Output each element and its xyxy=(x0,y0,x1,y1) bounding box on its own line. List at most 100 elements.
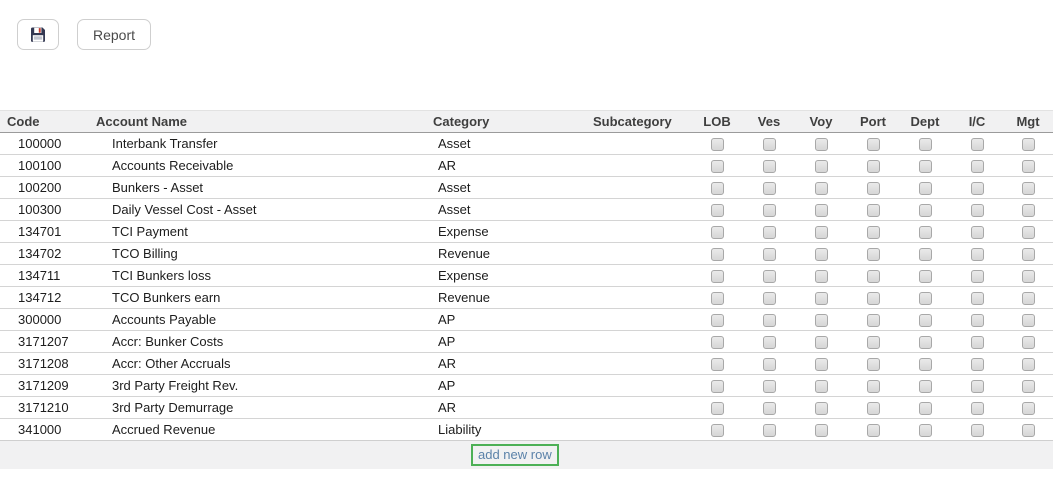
checkbox-lob[interactable] xyxy=(710,160,724,174)
account-name-cell[interactable]: 3rd Party Demurrage xyxy=(88,396,425,419)
checkbox-mgt[interactable] xyxy=(1021,248,1035,262)
checkbox-voy[interactable] xyxy=(814,204,828,218)
checkbox-ves[interactable] xyxy=(762,226,776,240)
checkbox-voy[interactable] xyxy=(814,138,828,152)
checkbox-dept[interactable] xyxy=(918,182,932,196)
checkbox-port[interactable] xyxy=(866,248,880,262)
category-cell[interactable]: AP xyxy=(425,308,585,331)
subcategory-cell[interactable] xyxy=(585,396,691,419)
checkbox-port[interactable] xyxy=(866,204,880,218)
account-name-cell[interactable]: Accrued Revenue xyxy=(88,418,425,441)
subcategory-cell[interactable] xyxy=(585,374,691,397)
checkbox-mgt[interactable] xyxy=(1021,204,1035,218)
account-name-cell[interactable]: Daily Vessel Cost - Asset xyxy=(88,198,425,221)
checkbox-dept[interactable] xyxy=(918,248,932,262)
checkbox-dept[interactable] xyxy=(918,292,932,306)
code-cell[interactable]: 134702 xyxy=(0,242,88,265)
checkbox-voy[interactable] xyxy=(814,380,828,394)
checkbox-mgt[interactable] xyxy=(1021,182,1035,196)
category-cell[interactable]: AR xyxy=(425,396,585,419)
subcategory-cell[interactable] xyxy=(585,308,691,331)
account-name-cell[interactable]: TCO Bunkers earn xyxy=(88,286,425,309)
category-cell[interactable]: Asset xyxy=(425,176,585,199)
checkbox-voy[interactable] xyxy=(814,248,828,262)
account-name-cell[interactable]: Accr: Other Accruals xyxy=(88,352,425,375)
checkbox-mgt[interactable] xyxy=(1021,424,1035,438)
checkbox-port[interactable] xyxy=(866,160,880,174)
checkbox-port[interactable] xyxy=(866,138,880,152)
checkbox-ic[interactable] xyxy=(970,248,984,262)
checkbox-voy[interactable] xyxy=(814,160,828,174)
subcategory-cell[interactable] xyxy=(585,154,691,177)
checkbox-dept[interactable] xyxy=(918,380,932,394)
checkbox-dept[interactable] xyxy=(918,358,932,372)
checkbox-ic[interactable] xyxy=(970,204,984,218)
code-cell[interactable]: 100000 xyxy=(18,136,62,151)
checkbox-mgt[interactable] xyxy=(1021,358,1035,372)
checkbox-dept[interactable] xyxy=(918,314,932,328)
code-cell[interactable]: 3171210 xyxy=(0,396,88,419)
checkbox-ves[interactable] xyxy=(762,380,776,394)
subcategory-cell[interactable] xyxy=(585,242,691,265)
checkbox-ic[interactable] xyxy=(970,336,984,350)
checkbox-lob[interactable] xyxy=(710,292,724,306)
category-cell[interactable]: AR xyxy=(425,154,585,177)
checkbox-dept[interactable] xyxy=(918,336,932,350)
checkbox-port[interactable] xyxy=(866,336,880,350)
checkbox-lob[interactable] xyxy=(710,358,724,372)
subcategory-cell[interactable] xyxy=(585,220,691,243)
report-button[interactable]: Report xyxy=(77,19,152,50)
category-cell[interactable]: Expense xyxy=(425,264,585,287)
account-name-cell[interactable]: Bunkers - Asset xyxy=(88,176,425,199)
code-cell[interactable]: 3171208 xyxy=(0,352,88,375)
category-cell[interactable]: Asset xyxy=(438,136,471,151)
subcategory-cell[interactable] xyxy=(585,133,691,155)
checkbox-lob[interactable] xyxy=(710,248,724,262)
category-cell[interactable]: AR xyxy=(425,352,585,375)
category-cell[interactable]: Revenue xyxy=(425,286,585,309)
checkbox-ic[interactable] xyxy=(970,402,984,416)
checkbox-ic[interactable] xyxy=(970,424,984,438)
checkbox-ves[interactable] xyxy=(762,138,776,152)
checkbox-ic[interactable] xyxy=(970,270,984,284)
checkbox-mgt[interactable] xyxy=(1021,292,1035,306)
checkbox-dept[interactable] xyxy=(918,402,932,416)
account-name-cell[interactable]: Accounts Payable xyxy=(88,308,425,331)
subcategory-cell[interactable] xyxy=(585,418,691,441)
code-cell[interactable]: 3171209 xyxy=(0,374,88,397)
code-cell[interactable]: 100100 xyxy=(0,154,88,177)
category-cell[interactable]: AP xyxy=(425,374,585,397)
checkbox-voy[interactable] xyxy=(814,226,828,240)
checkbox-mgt[interactable] xyxy=(1021,270,1035,284)
category-cell[interactable]: Expense xyxy=(425,220,585,243)
checkbox-port[interactable] xyxy=(866,424,880,438)
subcategory-cell[interactable] xyxy=(585,352,691,375)
checkbox-mgt[interactable] xyxy=(1021,138,1035,152)
checkbox-voy[interactable] xyxy=(814,292,828,306)
checkbox-ves[interactable] xyxy=(762,314,776,328)
checkbox-ic[interactable] xyxy=(970,160,984,174)
checkbox-lob[interactable] xyxy=(710,204,724,218)
checkbox-ves[interactable] xyxy=(762,292,776,306)
checkbox-ves[interactable] xyxy=(762,182,776,196)
checkbox-ic[interactable] xyxy=(970,314,984,328)
checkbox-ic[interactable] xyxy=(970,358,984,372)
category-cell[interactable]: AP xyxy=(425,330,585,353)
checkbox-ves[interactable] xyxy=(762,270,776,284)
checkbox-ic[interactable] xyxy=(970,380,984,394)
checkbox-voy[interactable] xyxy=(814,270,828,284)
checkbox-ves[interactable] xyxy=(762,248,776,262)
checkbox-lob[interactable] xyxy=(710,402,724,416)
checkbox-ic[interactable] xyxy=(970,182,984,196)
checkbox-port[interactable] xyxy=(866,270,880,284)
checkbox-ves[interactable] xyxy=(762,424,776,438)
checkbox-mgt[interactable] xyxy=(1021,314,1035,328)
checkbox-ic[interactable] xyxy=(970,226,984,240)
code-cell[interactable]: 134711 xyxy=(0,264,88,287)
checkbox-ves[interactable] xyxy=(762,336,776,350)
checkbox-lob[interactable] xyxy=(710,336,724,350)
add-new-row-button[interactable]: add new row xyxy=(471,443,559,466)
account-name-cell[interactable]: Accounts Receivable xyxy=(88,154,425,177)
checkbox-port[interactable] xyxy=(866,314,880,328)
checkbox-voy[interactable] xyxy=(814,314,828,328)
